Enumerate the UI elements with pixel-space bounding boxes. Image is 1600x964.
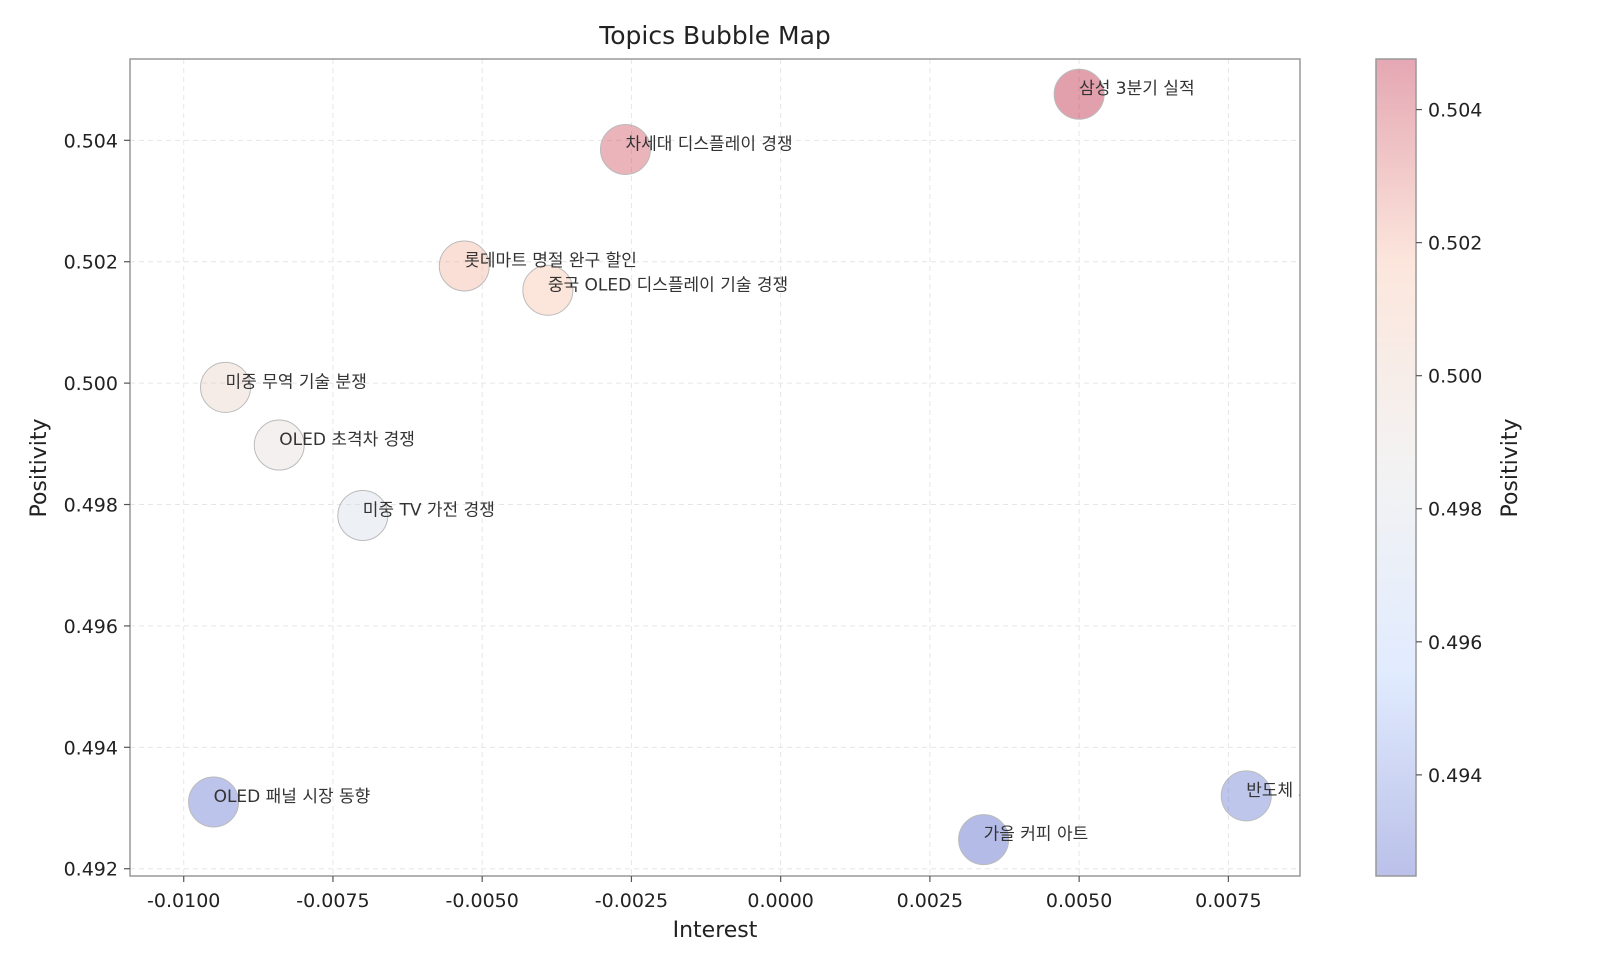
bubble-label: 중국 OLED 디스플레이 기술 경쟁 [548, 275, 788, 295]
y-tick-label: 0.496 [64, 616, 118, 638]
y-tick-label: 0.500 [64, 373, 118, 395]
colorbar: 0.494 0.496 0.498 0.500 0.502 0.504 Positivit… [1375, 58, 1523, 877]
bubble-marker [337, 489, 389, 541]
bubble-label: 삼성 3분기 실적 [1079, 79, 1194, 99]
x-axis-label: Interest [673, 918, 758, 943]
y-tick-label: 0.504 [64, 130, 118, 152]
colorbar-tick-label: 0.498 [1428, 499, 1482, 521]
colorbar-frame [1375, 58, 1417, 877]
colorbar-gradient [1376, 59, 1416, 876]
colorbar-tick-label: 0.496 [1428, 632, 1482, 654]
x-tick-label: -0.0100 [147, 890, 220, 912]
bubble-label: 미중 무역 기술 분쟁 [226, 372, 367, 392]
colorbar-tick-label: 0.500 [1428, 366, 1482, 388]
bubble-marker [1220, 770, 1272, 822]
bubble-label: OLED 패널 시장 동향 [214, 787, 371, 807]
colorbar-tick-label: 0.494 [1428, 765, 1482, 787]
plot-frame [129, 58, 1301, 877]
y-tick-label: 0.494 [64, 737, 118, 759]
bubble-marker [958, 814, 1010, 866]
bubble-label: 미중 TV 가전 경쟁 [363, 500, 495, 520]
x-tick-label: -0.0075 [296, 890, 369, 912]
bubble-label: 차세대 디스플레이 경쟁 [625, 134, 792, 154]
bubble-label: 롯데마트 명절 완구 할인 [464, 251, 637, 271]
plot-area [130, 59, 1300, 876]
y-tick-label: 0.498 [64, 495, 118, 517]
bubble-label: 가을 커피 아트 [984, 825, 1089, 845]
y-axis-label: Positivity [27, 418, 52, 517]
bubble-marker [200, 361, 252, 413]
x-tick-label: 0.0025 [897, 890, 963, 912]
x-tick-label: 0.0075 [1195, 890, 1261, 912]
x-tick-label: 0.0000 [747, 890, 813, 912]
chart-title: Topics Bubble Map [598, 21, 831, 50]
bubble-label: OLED 초격차 경쟁 [279, 430, 415, 450]
x-axis-ticks: -0.0100 -0.0075 -0.0050 -0.0025 0.0000 0.0025… [147, 876, 1262, 912]
colorbar-ticks: 0.494 0.496 0.498 0.500 0.502 0.504 [1416, 100, 1482, 787]
colorbar-label: Positivity [1498, 418, 1523, 517]
bubble-marker [1053, 68, 1105, 120]
x-tick-label: 0.0050 [1046, 890, 1112, 912]
x-tick-label: -0.0025 [595, 890, 668, 912]
bubble-marker [188, 776, 240, 828]
y-axis-ticks: 0.492 0.494 0.496 0.498 0.500 0.502 0.504 [64, 130, 130, 881]
bubble-layer [188, 68, 1272, 866]
bubble-marker [253, 419, 305, 471]
bubble-marker [599, 123, 651, 175]
y-tick-label: 0.502 [64, 252, 118, 274]
grid [130, 59, 1300, 876]
colorbar-tick-label: 0.502 [1428, 233, 1482, 255]
x-tick-label: -0.0050 [446, 890, 519, 912]
bubble-marker [438, 240, 490, 292]
bubble-label: 반도체 AI 장비 경 [1246, 781, 1373, 801]
colorbar-tick-label: 0.504 [1428, 100, 1482, 122]
bubble-marker [522, 264, 574, 316]
y-tick-label: 0.492 [64, 859, 118, 881]
